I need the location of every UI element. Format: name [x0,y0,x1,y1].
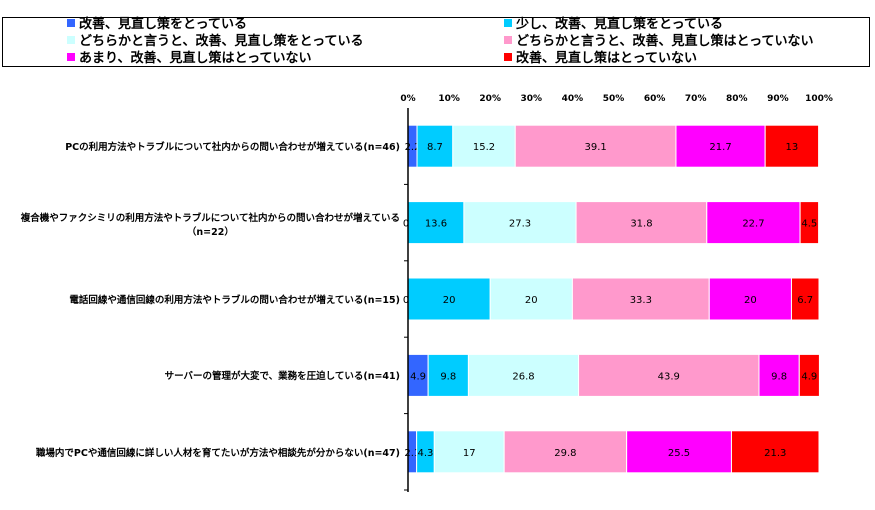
data-label: 25.5 [668,448,690,459]
tick-label: 90% [767,94,789,104]
bar-segment [578,353,760,397]
bar-segment [571,277,710,321]
legend-label: 改善、見直し策をとっている [79,17,247,32]
bar-segment [427,353,469,397]
legend-swatch [504,19,512,27]
data-label: 9.8 [771,371,787,382]
tick-label: 80% [726,94,748,104]
legend-label: どちらかと言うと、改善、見直し策はとっていない [516,34,814,49]
legend-label: あまり、改善、見直し策はとっていない [79,51,312,66]
data-label: 43.9 [658,371,680,382]
legend-item: あまり、改善、見直し策はとっていない [67,51,311,67]
tick-label: 40% [562,94,584,104]
legend-item: 少し、改善、見直し策をとっている [504,17,723,33]
legend: 改善、見直し策をとっている 少し、改善、見直し策をとっているどちらかと言うと、改善… [2,17,870,67]
bar-segment [764,124,820,168]
legend-swatch [67,53,75,61]
legend-label: 改善、見直し策はとっていない [516,51,697,66]
data-label: 13 [786,142,799,153]
tick-label: 60% [644,94,666,104]
bar-segment [708,277,792,321]
data-label: 20 [744,295,757,306]
bar-segment [463,201,577,245]
legend-item: どちらかと言うと、改善、見直し策はとっていない [504,34,813,50]
legend-swatch [67,36,75,44]
data-label: 9.8 [440,371,456,382]
data-label: 21.7 [709,142,731,153]
legend-item: どちらかと言うと、改善、見直し策をとっている [67,34,363,50]
category-label: 職場内でPCや通信回線に詳しい人材を育てたいが方法や相談先が分からない(n=47… [35,447,400,459]
data-label: 8.7 [427,142,443,153]
bar-segment [626,430,732,474]
data-label: 2.1 [404,448,420,459]
legend-swatch [504,36,512,44]
legend-swatch [67,19,75,27]
category-label: サーバーの管理が大変で、業務を圧迫している(n=41) [164,371,400,383]
bar-segment [730,430,820,474]
data-label: 0 [403,295,409,306]
bar-segment [790,277,820,321]
data-label: 22.7 [742,219,764,230]
tick-label: 50% [603,94,625,104]
tick-label: 20% [479,94,501,104]
category-label: 複合機やファクシミリの利用方法やトラブルについて社内からの問い合わせが増えている… [20,212,400,238]
bar-segment [489,277,573,321]
data-label: 13.6 [425,219,447,230]
bar-segment [514,124,677,168]
data-label: 39.1 [584,142,606,153]
bar-segment [503,430,628,474]
bar-segment [798,353,820,397]
data-label: 4.9 [801,371,817,382]
data-label: 17 [463,448,476,459]
legend-item: 改善、見直し策はとっていない [504,51,697,67]
tick-label: 70% [685,94,707,104]
data-label: 4.5 [801,219,817,230]
tick-label: 10% [438,94,460,104]
data-label: 33.3 [630,295,652,306]
data-label: 6.7 [797,295,813,306]
bar-segment [799,201,820,245]
bar-segment [416,124,454,168]
tick-label: 100% [805,94,833,104]
bar-segment [706,201,801,245]
data-label: 21.3 [764,448,786,459]
tick-label: 0% [400,94,415,104]
legend-swatch [504,53,512,61]
bar-segment [407,277,491,321]
tick-label: 30% [521,94,543,104]
bar-segment [758,353,800,397]
category-label: 電話回線や通信回線の利用方法やトラブルの問い合わせが増えている(n=15) [69,295,400,306]
data-label: 29.8 [554,448,576,459]
legend-item: 改善、見直し策をとっている [67,17,247,33]
data-label: 20 [443,295,456,306]
data-label: 31.8 [630,219,652,230]
data-label: 4.3 [418,448,434,459]
legend-label: どちらかと言うと、改善、見直し策をとっている [79,34,364,49]
category-label: PCの利用方法やトラブルについて社内からの問い合わせが増えている(n=46) [65,142,400,154]
data-label: 27.3 [509,219,531,230]
data-label: 20 [525,295,538,306]
data-label: 2.2 [405,142,421,153]
data-label: 0 [403,219,409,230]
data-label: 26.8 [512,371,534,382]
legend-label: 少し、改善、見直し策をとっている [516,17,723,32]
bar-segment [407,201,465,245]
data-label: 15.2 [473,142,495,153]
bar-segment [675,124,766,168]
bar-segment [433,430,505,474]
data-label: 4.9 [410,371,426,382]
